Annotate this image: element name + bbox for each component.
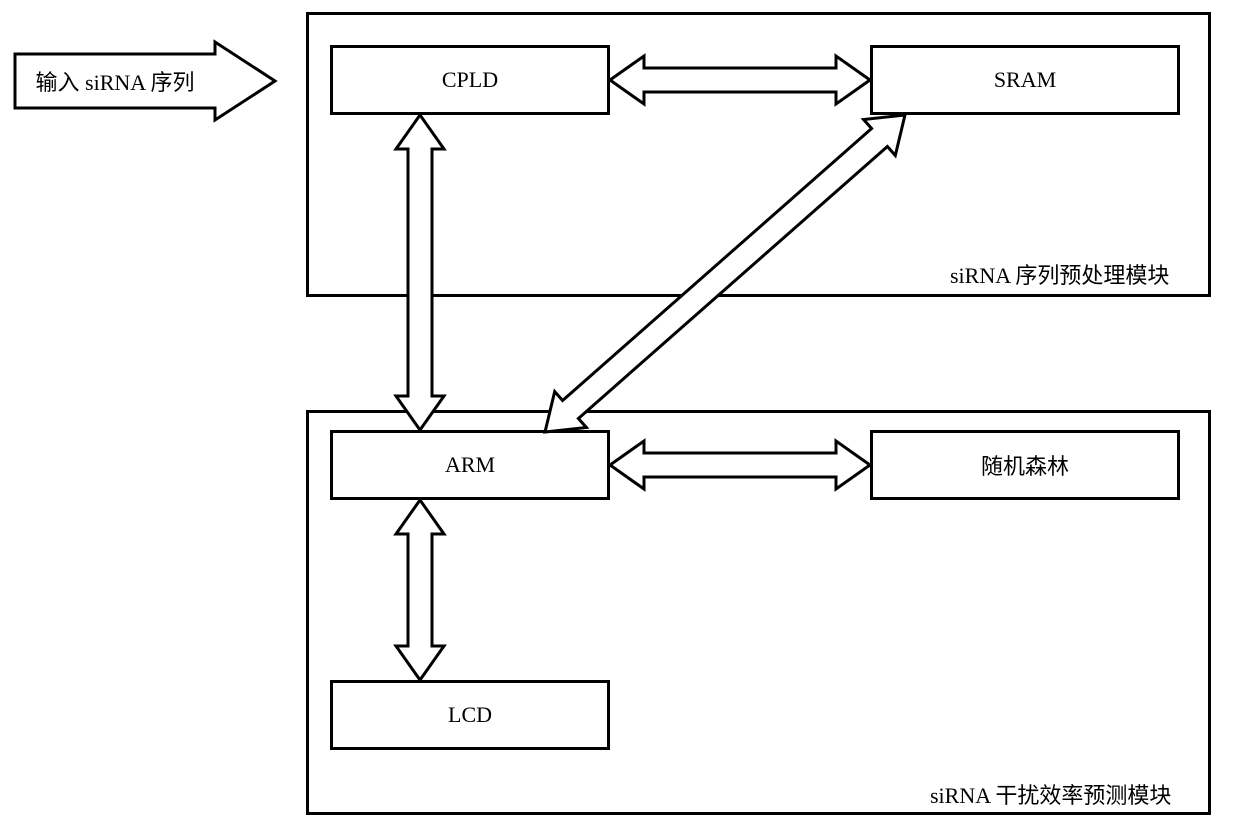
arrow-sram-arm [0,0,1239,835]
diagram-canvas: siRNA 序列预处理模块 siRNA 干扰效率预测模块 输入 siRNA 序列… [0,0,1239,835]
